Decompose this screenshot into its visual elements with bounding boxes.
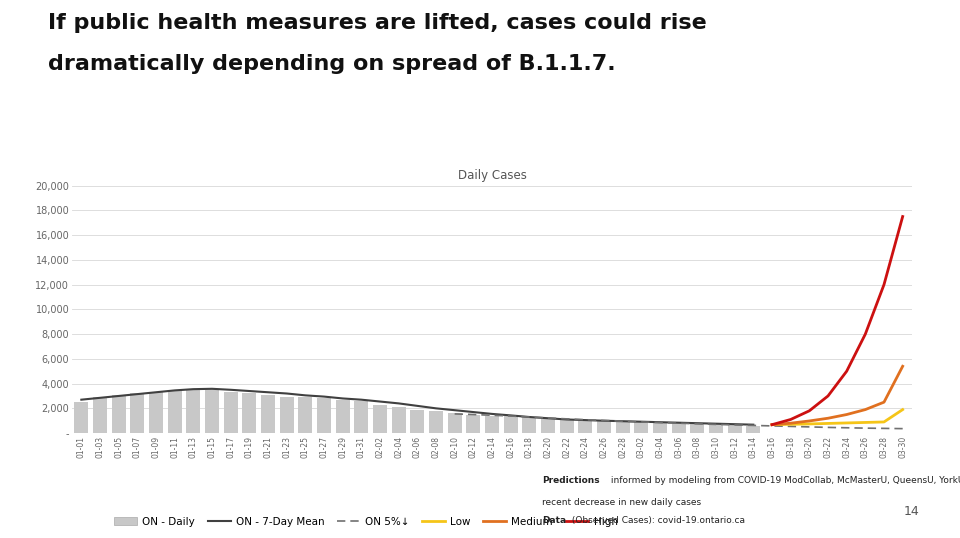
Text: If public health measures are lifted, cases could rise: If public health measures are lifted, ca… (48, 13, 707, 33)
Bar (485, 416, 499, 433)
Bar (447, 413, 462, 433)
Bar (168, 390, 181, 433)
Bar (709, 424, 723, 433)
Bar (224, 392, 238, 433)
Title: Daily Cases: Daily Cases (458, 169, 526, 182)
Bar (504, 416, 517, 433)
Bar (728, 425, 742, 433)
Bar (205, 388, 219, 433)
Bar (429, 411, 443, 433)
Bar (597, 421, 611, 433)
Bar (186, 389, 201, 433)
Bar (149, 392, 163, 433)
Bar (615, 421, 630, 433)
Text: Predictions: Predictions (542, 476, 600, 485)
Bar (261, 395, 275, 433)
Bar (93, 397, 107, 433)
Bar (635, 422, 648, 433)
Bar (317, 399, 331, 433)
Bar (410, 409, 424, 433)
Bar (242, 393, 256, 433)
Bar (373, 405, 387, 433)
Bar (690, 424, 705, 433)
Bar (279, 397, 294, 433)
Bar (522, 417, 537, 433)
Legend: ON - Daily, ON - 7-Day Mean, ON 5%↓, Low, Medium, High: ON - Daily, ON - 7-Day Mean, ON 5%↓, Low… (110, 513, 622, 531)
Bar (336, 400, 349, 433)
Text: recent decrease in new daily cases: recent decrease in new daily cases (542, 498, 702, 507)
Bar (653, 422, 667, 433)
Text: 14: 14 (904, 505, 920, 518)
Bar (354, 401, 369, 433)
Bar (467, 414, 480, 433)
Bar (541, 418, 555, 433)
Bar (131, 393, 144, 433)
Bar (672, 423, 685, 433)
Text: Data: Data (542, 516, 566, 526)
Bar (746, 426, 760, 433)
Text: dramatically depending on spread of B.1.1.7.: dramatically depending on spread of B.1.… (48, 54, 615, 74)
Bar (578, 420, 592, 433)
Text: (Observed Cases): covid-19.ontario.ca: (Observed Cases): covid-19.ontario.ca (569, 516, 745, 526)
Bar (111, 395, 126, 433)
Bar (560, 420, 574, 433)
Text: informed by modeling from COVID-19 ModCollab, McMasterU, QueensU, YorkU;: informed by modeling from COVID-19 ModCo… (608, 476, 960, 485)
Bar (392, 407, 406, 433)
Bar (74, 402, 88, 433)
Bar (299, 397, 312, 433)
